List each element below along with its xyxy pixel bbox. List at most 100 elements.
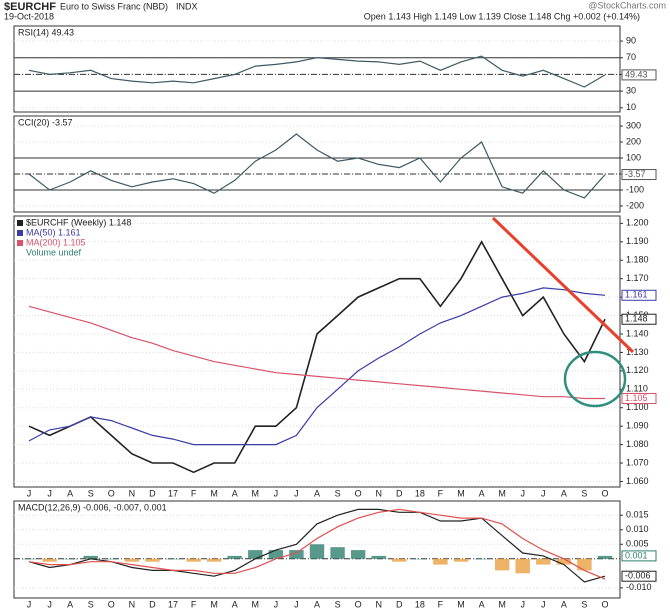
legend-entry: $EURCHF (Weekly) 1.148 [26,217,131,227]
x-tick-label: M [457,488,465,498]
x-tick-label: J [27,599,32,609]
x-tick-label: 18 [415,488,425,498]
y-tick-label: -100 [626,184,644,194]
histogram-bar [227,555,242,559]
x-tick-label: O [108,488,115,498]
y-tick-label: 0.015 [626,510,649,520]
histogram-bar [248,550,263,559]
x-tick-label: 17 [168,599,178,609]
histogram-bar [62,558,78,560]
x-tick-label: D [149,599,156,609]
series-line [28,305,605,400]
x-tick-label: J [520,599,525,609]
x-tick-label: M [210,488,218,498]
histogram-bar [536,558,551,565]
legend-entry: MA(50) 1.161 [26,227,81,237]
x-tick-label: A [479,599,485,609]
y-tick-label: 1.200 [626,218,649,228]
highlight-circle [563,350,627,408]
x-tick-label: S [88,599,94,609]
x-tick-label: J [27,488,32,498]
y-tick-label: 1.130 [626,347,649,357]
histogram-bar [453,558,469,562]
panel-title: RSI(14) 49.43 [18,27,74,37]
instrument-name: Euro to Swiss Franc (NBD) [60,1,168,11]
series-line [28,133,606,199]
x-tick-label: M [457,599,465,609]
x-tick-label: J [294,599,299,609]
histogram-bar [556,558,572,565]
symbol: $EURCHF [4,1,56,13]
value-tag-label: 1.148 [625,314,648,324]
histogram-bar [104,558,119,560]
x-tick-label: A [561,488,567,498]
histogram-bar [474,558,489,560]
y-tick-label: 0.010 [626,524,649,534]
y-tick-label: 1.070 [626,457,649,467]
x-tick-label: M [498,599,506,609]
x-tick-label: F [438,599,444,609]
x-tick-label: J [47,599,52,609]
x-tick-label: A [232,599,238,609]
x-tick-label: O [355,599,362,609]
histogram-bar [433,558,448,565]
histogram-bar [289,550,304,559]
x-tick-label: M [252,488,260,498]
legend-note: Volume undef [26,247,82,257]
y-tick-label: 1.180 [626,255,649,265]
x-tick-label: A [314,488,320,498]
histogram-bar [412,558,428,560]
x-tick-label: N [375,599,382,609]
x-tick-label: A [479,488,485,498]
histogram-bar [165,558,181,560]
series-line [28,508,606,583]
panel-frame [13,25,621,113]
value-tag [621,169,657,181]
x-tick-label: S [581,488,587,498]
value-tag-label: -3.57 [625,169,646,179]
x-tick-label: D [396,599,403,609]
x-tick-label: S [581,599,587,609]
panel-title: MACD(12,26,9) -0.006, -0.007, 0.001 [18,502,167,512]
x-tick-label: S [88,488,94,498]
x-tick-label: J [520,488,525,498]
y-tick-label: -0.010 [626,582,652,592]
value-tag [621,570,657,582]
series-line [28,55,606,88]
legend-swatch [17,230,23,236]
legend-entry: MA(200) 1.105 [26,237,86,247]
histogram-bar [268,550,284,559]
y-tick-label: 100 [626,152,641,162]
legend-swatch [17,220,23,226]
x-tick-label: J [47,488,52,498]
y-tick-label: 300 [626,120,641,130]
x-tick-label: F [191,488,197,498]
x-tick-label: M [498,488,506,498]
x-tick-label: F [191,599,197,609]
y-tick-label: 1.190 [626,236,649,246]
x-tick-label: 18 [415,599,425,609]
y-tick-label: 1.080 [626,439,649,449]
y-tick-label: 200 [626,136,641,146]
y-tick-label: 0.005 [626,539,649,549]
histogram-bar [21,558,37,560]
x-tick-label: M [252,599,260,609]
x-tick-label: S [335,488,341,498]
histogram-bar [42,558,57,562]
x-tick-label: O [108,599,115,609]
x-tick-label: O [601,599,608,609]
y-tick-label: 70 [626,52,636,62]
value-tag [621,393,657,405]
histogram-bar [515,558,530,574]
value-tag [621,289,657,301]
y-tick-label: -200 [626,200,644,210]
value-tag [621,550,657,562]
x-tick-label: N [129,599,136,609]
histogram-bar [597,555,613,559]
x-tick-label: S [335,599,341,609]
histogram-bar [350,550,366,559]
histogram-bar [83,555,98,559]
x-tick-label: J [274,599,279,609]
y-tick-label: 90 [626,35,636,45]
histogram-bar [494,558,510,571]
